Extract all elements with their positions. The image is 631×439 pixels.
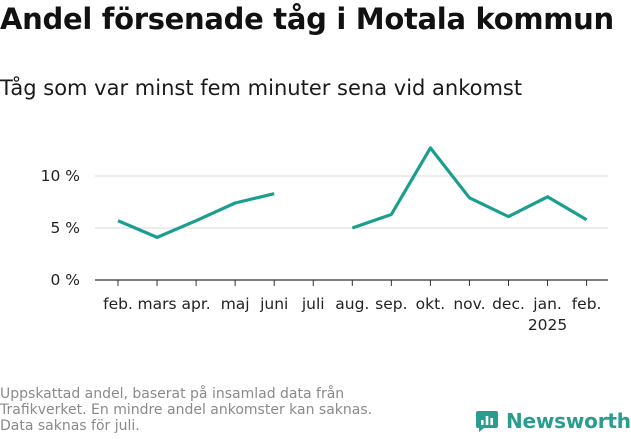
x-tick-label: dec. bbox=[492, 295, 525, 313]
series-line-segment bbox=[117, 192, 275, 240]
line-chart: 0 % 5 % 10 % feb. mars apr. maj juni juli aug. sep… bbox=[41, 146, 608, 334]
x-tick-label: nov. bbox=[453, 295, 485, 313]
newsworthy-logo-icon bbox=[476, 411, 498, 432]
brand-logo[interactable]: Newsworthy bbox=[475, 409, 631, 433]
brand-name: Newsworthy bbox=[506, 409, 631, 433]
x-tick-label: maj bbox=[221, 295, 250, 313]
grid-lines bbox=[95, 175, 608, 229]
y-tick-label: 5 % bbox=[50, 219, 80, 237]
chart-title: Andel försenade tåg i Motala kommun bbox=[0, 2, 614, 36]
footnote-line-3: Data saknas för juli. bbox=[0, 418, 140, 434]
x-tick-label: mars bbox=[138, 295, 177, 313]
x-tick-label: feb. bbox=[103, 295, 133, 313]
x-tick-label: sep. bbox=[375, 295, 407, 313]
x-tick-label: jan. bbox=[532, 295, 562, 313]
x-tick-label: juli bbox=[301, 295, 325, 313]
x-tick-label: aug. bbox=[335, 295, 369, 313]
x-axis bbox=[95, 279, 608, 286]
x-year-label: 2025 bbox=[528, 316, 567, 334]
footnote: Uppskattad andel, baserat på insamlad da… bbox=[0, 386, 440, 434]
y-tick-label: 0 % bbox=[50, 271, 80, 289]
series-line-segment bbox=[351, 146, 588, 230]
x-tick-label: apr. bbox=[181, 295, 210, 313]
footnote-line-2: Trafikverket. En mindre andel ankomster … bbox=[0, 402, 373, 418]
footnote-line-1: Uppskattad andel, baserat på insamlad da… bbox=[0, 386, 345, 402]
chart-subtitle: Tåg som var minst fem minuter sena vid a… bbox=[0, 76, 523, 100]
y-tick-label: 10 % bbox=[41, 167, 80, 185]
x-tick-label: juni bbox=[259, 295, 288, 313]
x-tick-label: okt. bbox=[416, 295, 445, 313]
tick-labels: 0 % 5 % 10 % feb. mars apr. maj juni juli aug. sep… bbox=[41, 167, 602, 334]
series-lines bbox=[117, 146, 588, 240]
x-tick-label: feb. bbox=[572, 295, 602, 313]
